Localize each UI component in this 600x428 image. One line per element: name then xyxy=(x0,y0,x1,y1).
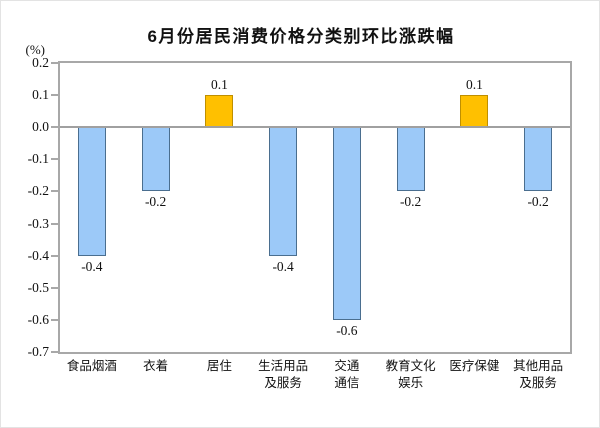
x-category-label-line: 教育文化 xyxy=(385,359,436,373)
x-category-label-食品烟酒: 食品烟酒 xyxy=(57,358,127,375)
bar-教育文化娱乐 xyxy=(396,127,425,192)
bar-衣着 xyxy=(141,127,170,192)
y-axis-unit-label: (%) xyxy=(25,42,46,57)
y-axis-tick xyxy=(51,126,58,129)
x-category-label-line: 居住 xyxy=(206,359,232,373)
y-tick-label: -0.5 xyxy=(27,279,49,295)
x-category-label-line: 及服务 xyxy=(519,376,557,390)
x-category-label-line: 及服务 xyxy=(264,376,302,390)
y-tick-label: -0.6 xyxy=(27,311,49,327)
x-category-label-line: 交通 xyxy=(334,359,360,373)
y-axis-tick xyxy=(51,94,58,97)
x-category-label-教育文化娱乐: 教育文化 娱乐 xyxy=(376,358,446,392)
bar-value-label: -0.2 xyxy=(144,194,167,210)
y-axis-tick xyxy=(51,190,58,193)
x-category-label-line: 通信 xyxy=(334,376,360,390)
x-category-label-line: 衣着 xyxy=(143,359,169,373)
plot-inner: -0.4 -0.2 0.1 -0.4 -0.6 -0.2 0.1 -0.2 xyxy=(51,62,570,353)
y-tick-label: -0.4 xyxy=(27,247,49,263)
bar-医疗保健 xyxy=(460,95,489,128)
y-tick-label: -0.7 xyxy=(27,344,49,359)
plot-area: -0.4 -0.2 0.1 -0.4 -0.6 -0.2 0.1 -0.2 xyxy=(51,61,572,354)
bar-居住 xyxy=(205,95,234,128)
x-category-label-生活用品及服务: 生活用品 及服务 xyxy=(248,358,318,392)
y-tick-label: -0.3 xyxy=(27,215,49,231)
y-axis-tick xyxy=(51,286,58,289)
bar-value-label: 0.1 xyxy=(465,77,483,93)
y-axis-tick xyxy=(51,62,58,64)
bar-交通通信 xyxy=(332,127,361,320)
bar-value-label: -0.4 xyxy=(272,258,294,274)
x-category-label-line: 生活用品 xyxy=(258,359,309,373)
x-category-label-衣着: 衣着 xyxy=(121,358,191,375)
y-tick-label: 0.2 xyxy=(32,55,49,70)
bar-其他用品及服务 xyxy=(524,127,553,192)
x-category-label-line: 其他用品 xyxy=(513,359,564,373)
y-tick-label: -0.1 xyxy=(27,151,49,167)
x-category-label-交通通信: 交通 通信 xyxy=(312,358,382,392)
bar-value-label: -0.6 xyxy=(336,322,358,338)
y-tick-label: 0.0 xyxy=(32,119,49,135)
bar-生活用品及服务 xyxy=(269,127,298,256)
x-category-label-line: 医疗保健 xyxy=(449,359,500,373)
x-category-label-居住: 居住 xyxy=(184,358,254,375)
bar-value-label: -0.4 xyxy=(81,258,103,274)
y-axis-tick xyxy=(51,318,58,321)
y-tick-label: -0.2 xyxy=(27,183,49,199)
y-tick-label: 0.1 xyxy=(32,87,49,103)
y-axis-tick xyxy=(51,158,58,161)
y-axis-tick xyxy=(51,222,58,225)
y-axis-tick xyxy=(51,351,58,353)
bar-value-label: -0.2 xyxy=(399,194,422,210)
bar-value-label: -0.2 xyxy=(527,194,549,210)
bar-value-label: 0.1 xyxy=(210,77,228,93)
x-category-label-line: 娱乐 xyxy=(398,376,424,390)
chart-title: 6月份居民消费价格分类别环比涨跌幅 xyxy=(147,27,455,46)
x-category-label-医疗保健: 医疗保健 xyxy=(439,358,509,375)
y-axis-tick xyxy=(51,254,58,257)
x-category-label-其他用品及服务: 其他用品 及服务 xyxy=(503,358,573,392)
zero-axis-line xyxy=(60,126,570,129)
bar-食品烟酒 xyxy=(77,127,106,256)
x-category-label-line: 食品烟酒 xyxy=(66,359,117,373)
